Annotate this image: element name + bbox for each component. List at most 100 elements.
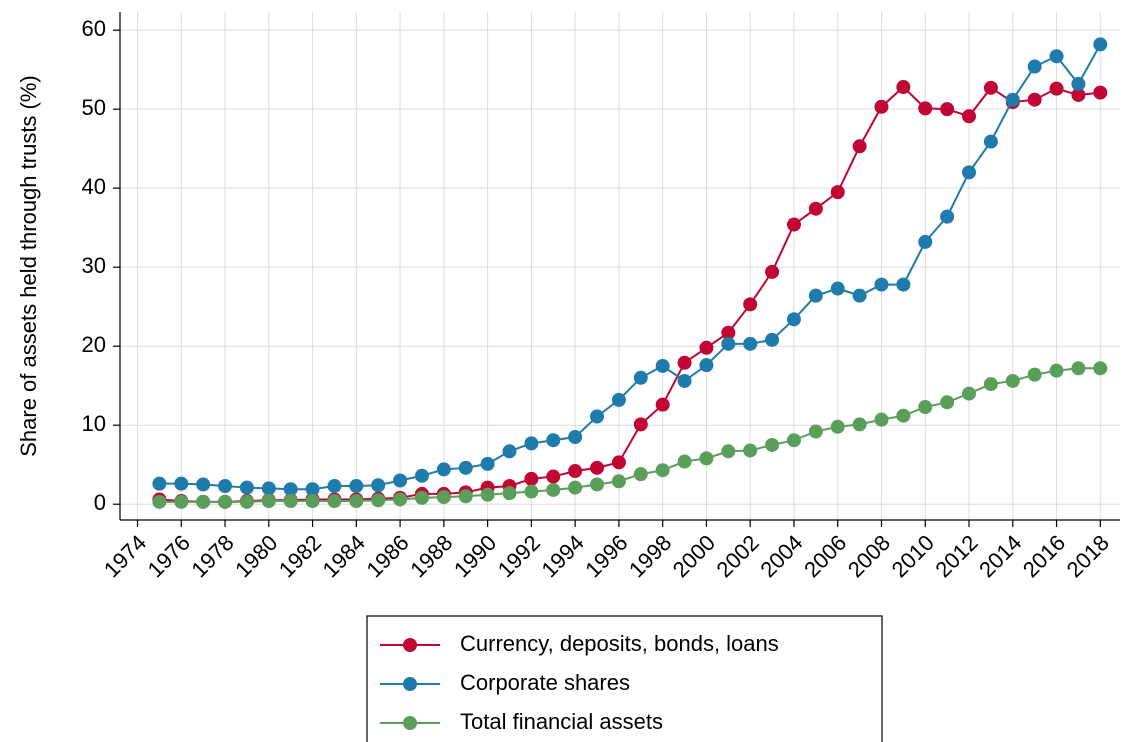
- data-point: [918, 400, 933, 415]
- y-tick-label: 60: [82, 16, 106, 41]
- data-point: [633, 467, 648, 482]
- x-tick-label: 2010: [887, 530, 939, 582]
- data-point: [721, 444, 736, 459]
- data-point: [436, 490, 451, 505]
- data-point: [940, 395, 955, 410]
- data-point: [436, 462, 451, 477]
- data-point: [1071, 361, 1086, 376]
- data-point: [1071, 76, 1086, 91]
- data-point: [633, 370, 648, 385]
- data-point: [502, 444, 517, 459]
- data-point: [896, 277, 911, 292]
- legend-label: Corporate shares: [460, 670, 630, 695]
- data-point: [590, 477, 605, 492]
- data-point: [1093, 361, 1108, 376]
- data-point: [633, 417, 648, 432]
- y-tick-label: 0: [94, 490, 106, 515]
- data-point: [414, 468, 429, 483]
- x-tick-label: 1994: [536, 530, 588, 582]
- data-point: [655, 358, 670, 373]
- data-point: [677, 373, 692, 388]
- data-point: [546, 482, 561, 497]
- data-point: [743, 336, 758, 351]
- data-point: [1027, 367, 1042, 382]
- x-tick-label: 1980: [230, 530, 282, 582]
- data-point: [655, 463, 670, 478]
- data-point: [1093, 37, 1108, 52]
- x-tick-label: 1984: [318, 530, 370, 582]
- y-tick-label: 40: [82, 174, 106, 199]
- x-tick-label: 1982: [274, 530, 326, 582]
- data-point: [174, 494, 189, 509]
- data-point: [546, 469, 561, 484]
- data-point: [152, 494, 167, 509]
- data-point: [830, 185, 845, 200]
- data-point: [371, 493, 386, 508]
- data-point: [721, 336, 736, 351]
- data-point: [962, 386, 977, 401]
- data-point: [962, 165, 977, 180]
- data-point: [239, 494, 254, 509]
- legend-marker: [403, 716, 417, 730]
- data-point: [721, 325, 736, 340]
- data-point: [174, 476, 189, 491]
- data-point: [699, 340, 714, 355]
- y-tick-label: 50: [82, 95, 106, 120]
- legend-marker: [403, 638, 417, 652]
- data-point: [480, 456, 495, 471]
- data-point: [546, 433, 561, 448]
- data-point: [765, 264, 780, 279]
- data-point: [305, 482, 320, 497]
- x-tick-label: 2018: [1062, 530, 1114, 582]
- legend-label: Total financial assets: [460, 709, 663, 734]
- data-point: [808, 424, 823, 439]
- data-point: [611, 392, 626, 407]
- data-point: [874, 99, 889, 114]
- data-point: [1005, 92, 1020, 107]
- data-point: [655, 397, 670, 412]
- data-point: [239, 480, 254, 495]
- data-point: [852, 139, 867, 154]
- data-point: [393, 473, 408, 488]
- data-point: [699, 358, 714, 373]
- data-point: [940, 102, 955, 117]
- data-point: [786, 217, 801, 232]
- data-point: [918, 101, 933, 116]
- data-point: [1005, 373, 1020, 388]
- data-point: [502, 486, 517, 501]
- data-point: [283, 482, 298, 497]
- data-point: [874, 277, 889, 292]
- data-point: [524, 436, 539, 451]
- y-tick-label: 30: [82, 253, 106, 278]
- data-point: [349, 479, 364, 494]
- data-point: [743, 297, 758, 312]
- x-tick-label: 1974: [99, 530, 151, 582]
- data-point: [611, 455, 626, 470]
- data-point: [1071, 87, 1086, 102]
- data-point: [874, 412, 889, 427]
- x-tick-label: 2014: [974, 530, 1026, 582]
- data-point: [327, 479, 342, 494]
- data-point: [414, 490, 429, 505]
- data-point: [1049, 363, 1064, 378]
- data-point: [830, 419, 845, 434]
- data-point: [458, 460, 473, 475]
- data-point: [218, 494, 233, 509]
- data-point: [261, 494, 276, 509]
- data-point: [940, 209, 955, 224]
- x-tick-label: 1996: [580, 530, 632, 582]
- data-point: [1049, 49, 1064, 64]
- data-point: [568, 430, 583, 445]
- data-point: [1027, 59, 1042, 74]
- data-point: [983, 377, 998, 392]
- data-point: [349, 494, 364, 509]
- data-point: [896, 408, 911, 423]
- data-point: [677, 454, 692, 469]
- data-point: [852, 288, 867, 303]
- legend-label: Currency, deposits, bonds, loans: [460, 631, 779, 656]
- data-point: [524, 484, 539, 499]
- data-point: [305, 494, 320, 509]
- data-point: [765, 332, 780, 347]
- data-point: [808, 288, 823, 303]
- data-point: [568, 480, 583, 495]
